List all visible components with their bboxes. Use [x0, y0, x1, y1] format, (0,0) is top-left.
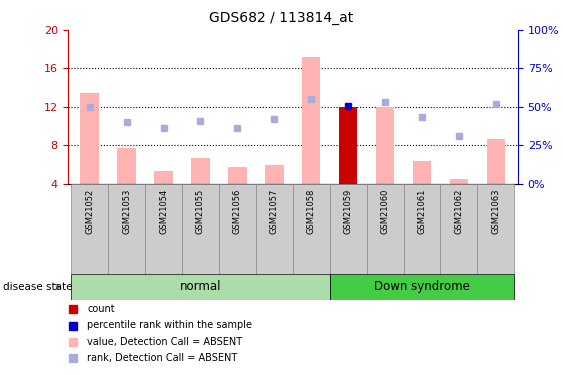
- FancyBboxPatch shape: [145, 184, 182, 274]
- Text: GSM21057: GSM21057: [270, 188, 279, 234]
- Text: GSM21052: GSM21052: [85, 188, 94, 234]
- FancyBboxPatch shape: [440, 184, 477, 274]
- Text: Down syndrome: Down syndrome: [374, 280, 470, 293]
- FancyBboxPatch shape: [367, 184, 404, 274]
- FancyBboxPatch shape: [72, 184, 108, 274]
- Text: GSM21062: GSM21062: [454, 188, 463, 234]
- Text: percentile rank within the sample: percentile rank within the sample: [87, 321, 252, 330]
- FancyBboxPatch shape: [72, 274, 330, 300]
- Text: normal: normal: [180, 280, 221, 293]
- Text: GSM21063: GSM21063: [491, 188, 501, 234]
- FancyBboxPatch shape: [330, 274, 514, 300]
- Bar: [154, 171, 173, 184]
- Bar: [81, 93, 99, 184]
- Text: disease state: disease state: [3, 282, 72, 292]
- Bar: [450, 179, 468, 184]
- Text: count: count: [87, 304, 115, 314]
- Text: GSM21053: GSM21053: [122, 188, 131, 234]
- Text: GSM21058: GSM21058: [307, 188, 316, 234]
- Bar: [302, 57, 320, 184]
- Text: GSM21060: GSM21060: [381, 188, 390, 234]
- FancyBboxPatch shape: [108, 184, 145, 274]
- Text: GSM21061: GSM21061: [418, 188, 427, 234]
- Bar: [265, 165, 284, 184]
- Text: GSM21056: GSM21056: [233, 188, 242, 234]
- Bar: [118, 148, 136, 184]
- Bar: [339, 107, 358, 184]
- FancyBboxPatch shape: [477, 184, 514, 274]
- FancyBboxPatch shape: [404, 184, 440, 274]
- Text: GSM21055: GSM21055: [196, 188, 205, 234]
- Text: value, Detection Call = ABSENT: value, Detection Call = ABSENT: [87, 337, 243, 346]
- FancyBboxPatch shape: [293, 184, 330, 274]
- FancyBboxPatch shape: [256, 184, 293, 274]
- Bar: [413, 160, 431, 184]
- FancyBboxPatch shape: [219, 184, 256, 274]
- FancyBboxPatch shape: [330, 184, 367, 274]
- Text: rank, Detection Call = ABSENT: rank, Detection Call = ABSENT: [87, 353, 238, 363]
- Text: GDS682 / 113814_at: GDS682 / 113814_at: [209, 11, 354, 25]
- FancyBboxPatch shape: [182, 184, 219, 274]
- Text: GSM21054: GSM21054: [159, 188, 168, 234]
- Bar: [191, 158, 209, 184]
- Text: GSM21059: GSM21059: [343, 188, 352, 234]
- Bar: [376, 107, 394, 184]
- Bar: [228, 167, 247, 184]
- Bar: [486, 139, 505, 184]
